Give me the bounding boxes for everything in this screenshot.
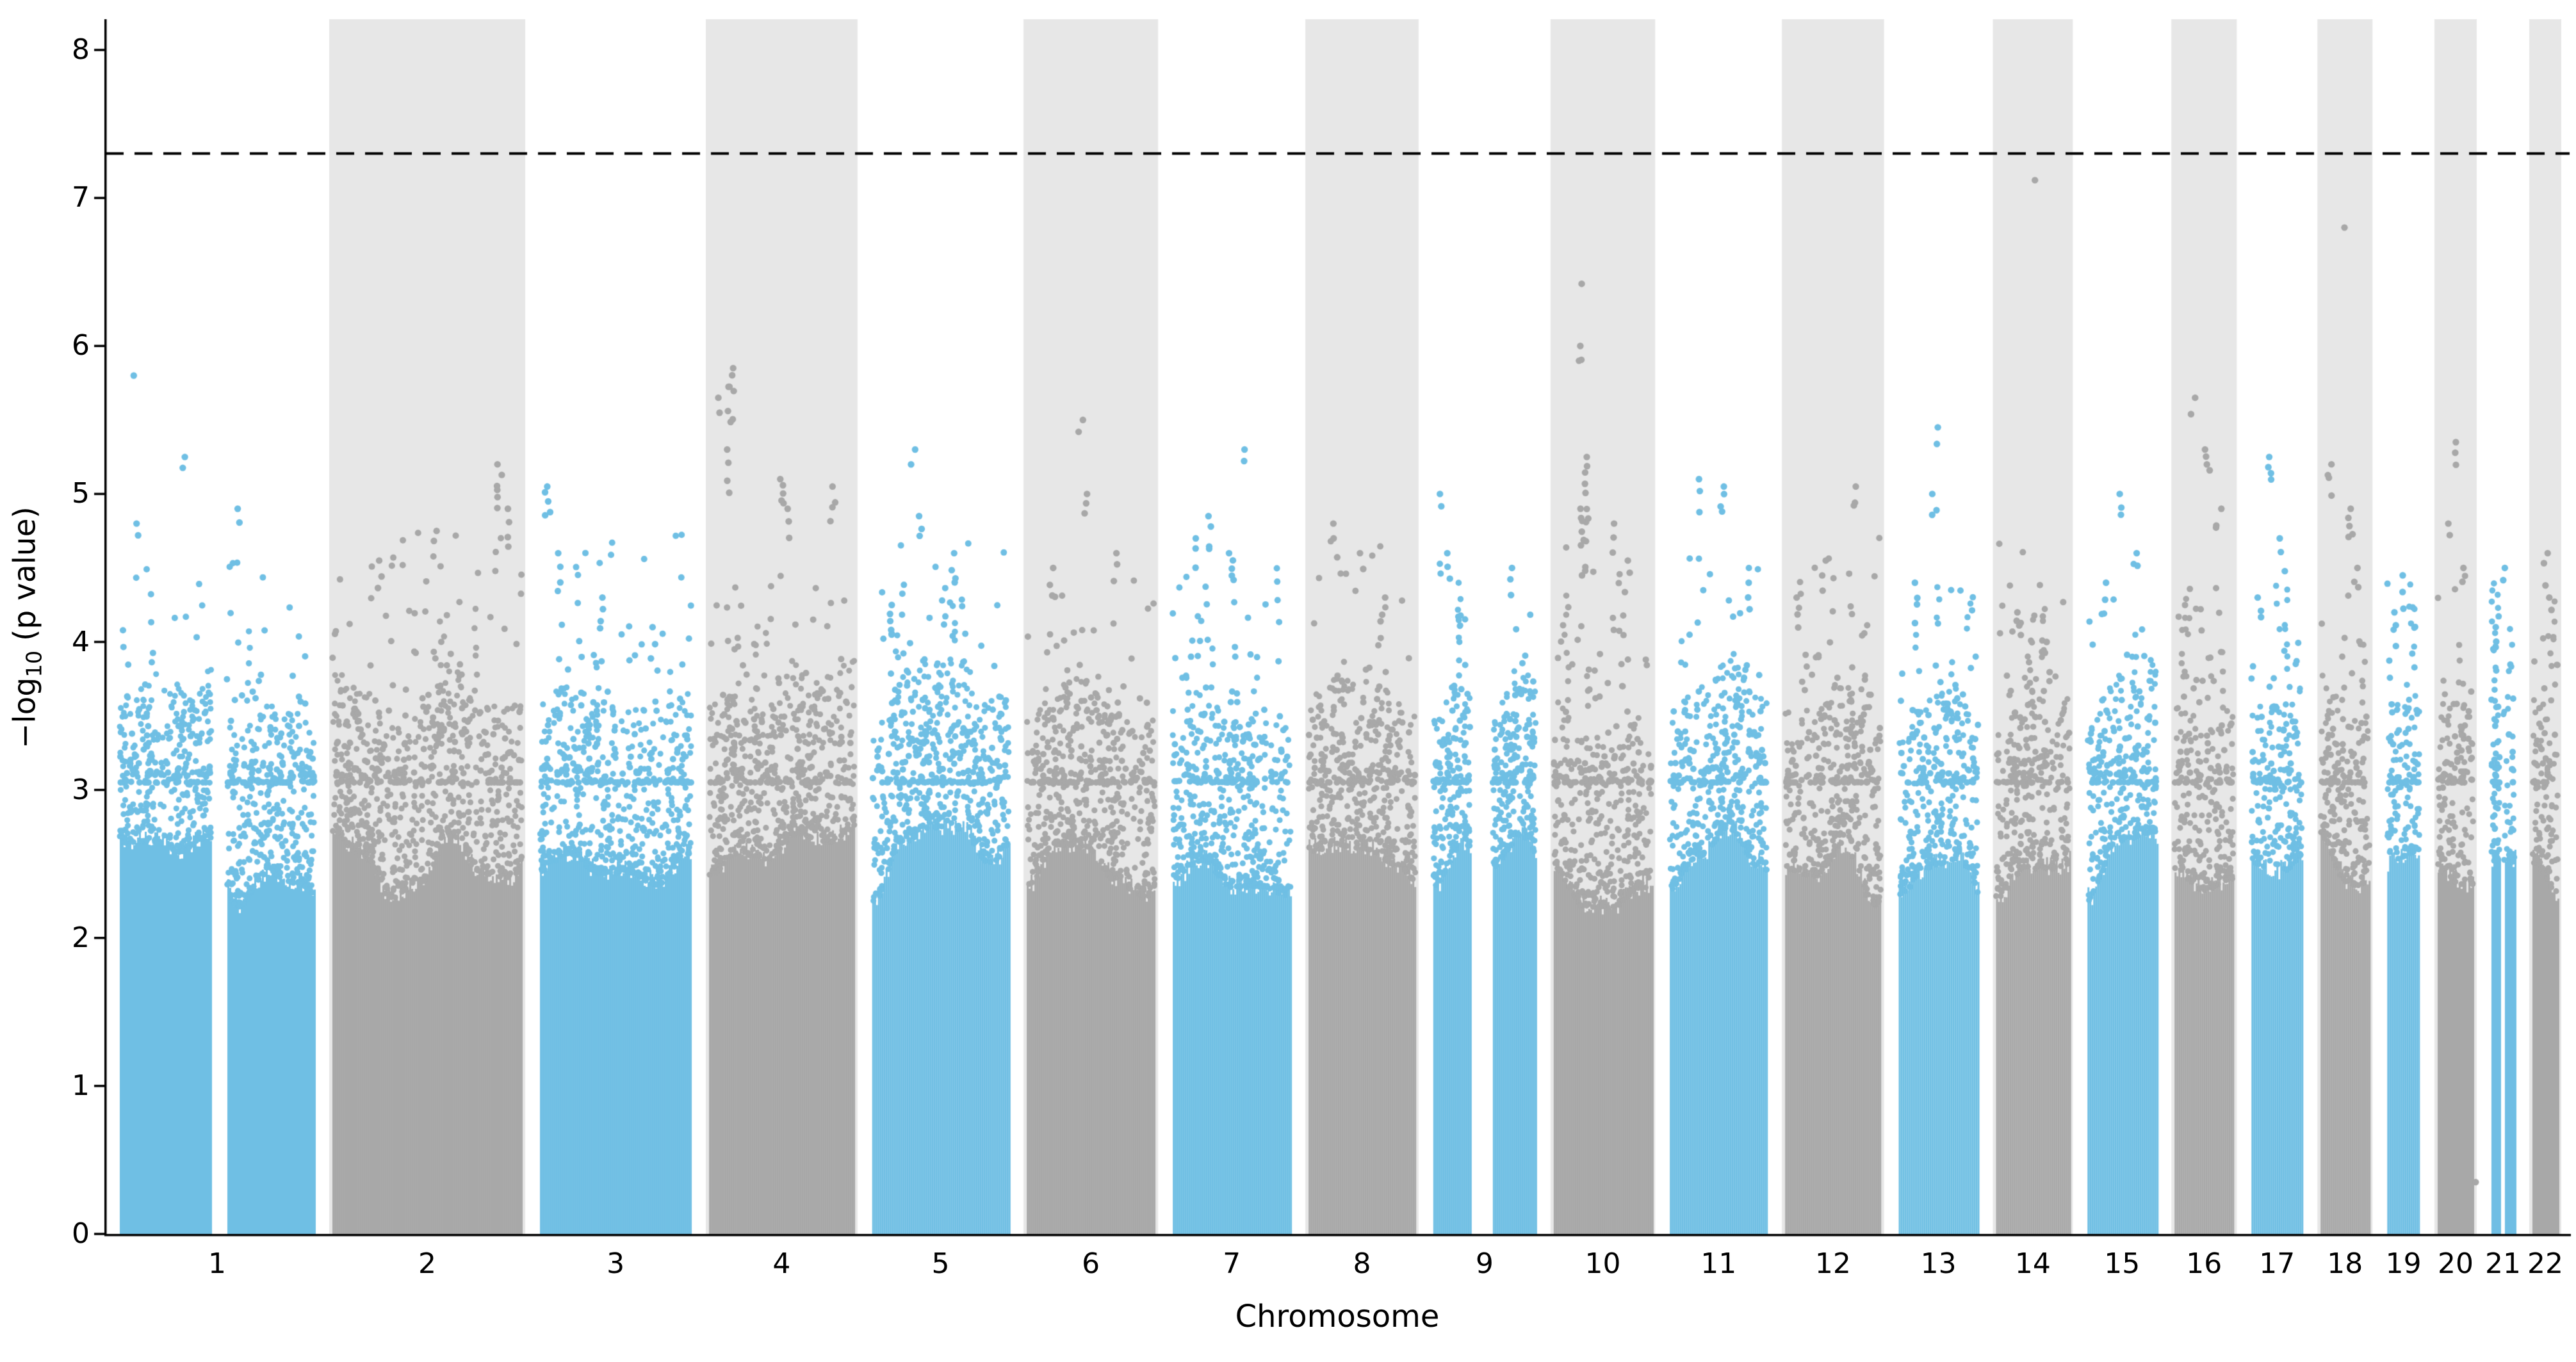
y-axis-label: −log10 (p value) xyxy=(7,507,46,749)
x-axis-label: Chromosome xyxy=(1235,1299,1440,1334)
y-axis-label-suffix: (p value) xyxy=(7,507,43,651)
y-axis-label-prefix: −log xyxy=(7,677,43,749)
y-axis-label-subscript: 10 xyxy=(21,650,47,677)
